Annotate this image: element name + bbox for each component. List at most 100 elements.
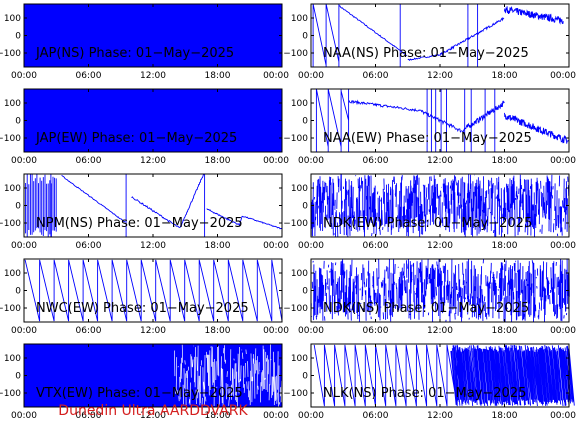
x-tick-label: 06:00 (363, 156, 389, 166)
x-tick-label: 00:00 (263, 156, 289, 166)
y-tick-label: 100 (291, 184, 308, 194)
x-tick-label: 00:00 (263, 241, 289, 251)
panel-4: 100 0 −100 00:00 06:00 12:00 18:00 00:00 NAA(EW)… (283, 88, 576, 166)
x-tick-label: 00:00 (550, 156, 576, 166)
y-tick-label: 0 (15, 287, 21, 297)
x-tick-label: 00:00 (550, 241, 576, 251)
x-tick-label: 00:00 (263, 71, 289, 81)
x-tick-label: 12:00 (140, 71, 166, 81)
panel-title: NLK(NS) Phase: 01−May−2025 (323, 386, 526, 401)
y-tick-label: 100 (4, 14, 21, 24)
panel-title: NAA(NS) Phase: 01−May−2025 (323, 46, 529, 61)
y-tick-label: −100 (283, 134, 308, 144)
y-tick-label: 0 (302, 287, 308, 297)
panel-title: JAP(EW) Phase: 01−May−2025 (35, 131, 237, 146)
trace-fill (24, 4, 282, 67)
x-tick-label: 12:00 (140, 326, 166, 336)
x-tick-label: 18:00 (205, 326, 231, 336)
x-tick-label: 18:00 (492, 411, 518, 421)
panel-title: NWC(EW) Phase: 01−May−2025 (36, 301, 249, 316)
y-tick-label: 100 (4, 354, 21, 364)
x-tick-label: 18:00 (492, 241, 518, 251)
y-tick-label: 0 (15, 117, 21, 127)
panel-7: 100 0 −100 00:00 06:00 12:00 18:00 00:00 NWC(EW)… (0, 258, 289, 336)
panel-6: 100 0 −100 00:00 06:00 12:00 18:00 00:00 NDK(EW)… (283, 173, 576, 251)
panel-3: 100 0 −100 00:00 06:00 12:00 18:00 00:00 JAP(EW)… (0, 88, 289, 166)
x-tick-label: 06:00 (76, 241, 102, 251)
x-tick-label: 06:00 (363, 411, 389, 421)
x-tick-label: 00:00 (550, 71, 576, 81)
y-tick-label: −100 (0, 389, 21, 399)
x-tick-label: 00:00 (11, 71, 37, 81)
y-tick-label: −100 (283, 304, 308, 314)
x-tick-label: 06:00 (76, 326, 102, 336)
panel-title: NPM(NS) Phase: 01−May−2025 (36, 216, 243, 231)
trace-line (24, 259, 283, 322)
x-tick-label: 12:00 (140, 156, 166, 166)
x-tick-label: 12:00 (427, 156, 453, 166)
y-tick-label: 0 (15, 372, 21, 382)
y-tick-label: 0 (15, 202, 21, 212)
y-tick-label: 0 (15, 32, 21, 42)
x-tick-label: 00:00 (11, 156, 37, 166)
panel-1: 100 0 −100 00:00 06:00 12:00 18:00 00:00 JAP(NS)… (0, 3, 289, 81)
x-tick-label: 18:00 (492, 71, 518, 81)
x-tick-label: 18:00 (205, 411, 231, 421)
x-tick-label: 18:00 (205, 241, 231, 251)
x-tick-label: 06:00 (363, 241, 389, 251)
trace-line (313, 344, 575, 407)
y-tick-label: 100 (4, 99, 21, 109)
y-tick-label: 0 (302, 32, 308, 42)
panel-title: NDK(EW) Phase: 01−May−2025 (323, 216, 532, 231)
y-tick-label: 100 (291, 269, 308, 279)
y-tick-label: −100 (0, 134, 21, 144)
x-tick-label: 06:00 (363, 326, 389, 336)
x-tick-label: 00:00 (298, 241, 324, 251)
x-tick-label: 06:00 (76, 156, 102, 166)
x-tick-label: 12:00 (427, 71, 453, 81)
panel-title: VTX(EW) Phase: 01−May−2025 (36, 386, 243, 401)
x-tick-label: 00:00 (11, 326, 37, 336)
y-tick-label: 0 (302, 202, 308, 212)
x-tick-label: 18:00 (205, 71, 231, 81)
x-tick-label: 12:00 (140, 241, 166, 251)
y-tick-label: 100 (4, 184, 21, 194)
trace-line (315, 88, 569, 152)
y-tick-label: −100 (283, 389, 308, 399)
x-tick-label: 06:00 (76, 411, 102, 421)
y-tick-label: −100 (0, 304, 21, 314)
x-tick-label: 18:00 (492, 156, 518, 166)
y-tick-label: −100 (0, 49, 21, 59)
y-tick-label: 100 (291, 354, 308, 364)
x-tick-label: 00:00 (263, 326, 289, 336)
panel-9: 100 0 −100 00:00 06:00 12:00 18:00 00:00 VTX(EW)… (0, 343, 289, 421)
panel-title: NDK(NS) Phase: 01−May−2025 (323, 301, 529, 316)
x-tick-label: 12:00 (140, 411, 166, 421)
x-tick-label: 00:00 (298, 71, 324, 81)
x-tick-label: 06:00 (76, 71, 102, 81)
panel-10: 100 0 −100 00:00 06:00 12:00 18:00 00:00 NLK(NS)… (283, 343, 576, 421)
y-tick-label: 100 (4, 269, 21, 279)
x-tick-label: 00:00 (298, 326, 324, 336)
trace-line (174, 344, 283, 408)
trace-fill (24, 89, 282, 152)
y-tick-label: 100 (291, 99, 308, 109)
x-tick-label: 00:00 (263, 411, 289, 421)
x-tick-label: 00:00 (298, 156, 324, 166)
x-tick-label: 18:00 (205, 156, 231, 166)
x-tick-label: 00:00 (11, 241, 37, 251)
panel-2: 100 0 −100 00:00 06:00 12:00 18:00 00:00 NAA(NS)… (283, 3, 576, 81)
panel-title: JAP(NS) Phase: 01−May−2025 (35, 46, 234, 61)
x-tick-label: 12:00 (427, 241, 453, 251)
y-tick-label: 0 (302, 117, 308, 127)
panel-5: 100 0 −100 00:00 06:00 12:00 18:00 00:00 NPM(NS)… (0, 173, 289, 251)
y-tick-label: −100 (283, 49, 308, 59)
x-tick-label: 00:00 (11, 411, 37, 421)
y-tick-label: −100 (283, 219, 308, 229)
x-tick-label: 12:00 (427, 326, 453, 336)
x-tick-label: 18:00 (492, 326, 518, 336)
x-tick-label: 12:00 (427, 411, 453, 421)
x-tick-label: 06:00 (363, 71, 389, 81)
x-tick-label: 00:00 (550, 326, 576, 336)
